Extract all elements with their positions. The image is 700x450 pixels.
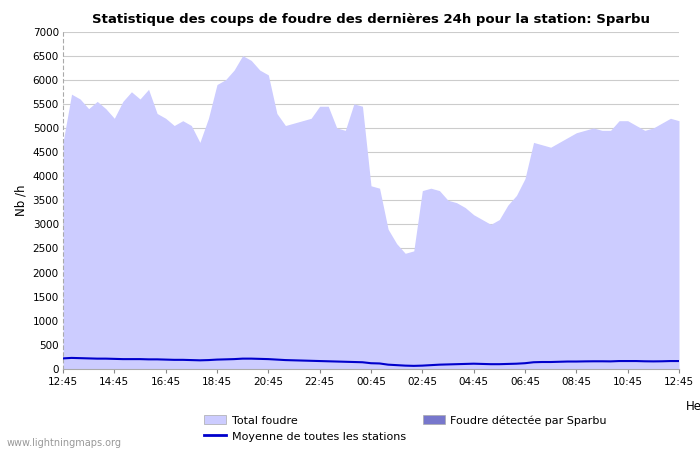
Legend: Total foudre, Moyenne de toutes les stations, Foudre détectée par Sparbu: Total foudre, Moyenne de toutes les stat…: [204, 415, 607, 441]
Text: Heure: Heure: [686, 400, 700, 413]
Y-axis label: Nb /h: Nb /h: [14, 184, 27, 216]
Title: Statistique des coups de foudre des dernières 24h pour la station: Sparbu: Statistique des coups de foudre des dern…: [92, 13, 650, 26]
Text: www.lightningmaps.org: www.lightningmaps.org: [7, 438, 122, 448]
